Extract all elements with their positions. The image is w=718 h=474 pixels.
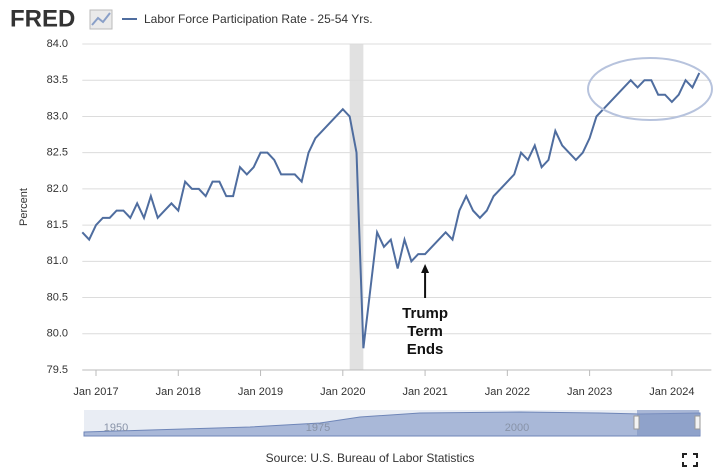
annotation-text: Trump [402, 305, 448, 322]
y-tick-label: 83.5 [47, 74, 68, 86]
y-tick-label: 84.0 [47, 38, 68, 50]
logo: FRED [10, 5, 75, 32]
y-tick-label: 81.0 [47, 255, 68, 267]
y-tick-label: 83.0 [47, 110, 68, 122]
annotation-text: Term [407, 323, 443, 340]
annotation-arrowhead [421, 264, 430, 273]
x-tick-label: Jan 2023 [567, 386, 612, 398]
recession-band [349, 44, 364, 370]
y-tick-label: 82.0 [47, 183, 68, 195]
annotation-text: Ends [407, 341, 444, 358]
x-tick-label: Jan 2019 [238, 386, 283, 398]
x-tick-label: Jan 2024 [649, 386, 694, 398]
data-line [81, 72, 701, 349]
logo-icon [89, 9, 113, 30]
fullscreen-icon[interactable] [682, 453, 698, 467]
navigator-label: 2000 [505, 422, 529, 434]
x-tick-label: Jan 2021 [402, 386, 447, 398]
y-tick-label: 80.0 [47, 328, 68, 340]
highlight-ellipse [587, 57, 713, 121]
x-tick-label: Jan 2018 [156, 386, 201, 398]
x-tick-label: Jan 2017 [73, 386, 118, 398]
source: Source: U.S. Bureau of Labor Statistics [266, 451, 475, 465]
y-tick-label: 81.5 [47, 219, 68, 231]
y-axis-label: Percent [18, 188, 30, 226]
navigator [83, 410, 701, 437]
y-tick-label: 80.5 [47, 291, 68, 303]
x-tick-label: Jan 2020 [320, 386, 365, 398]
y-tick-label: 82.5 [47, 147, 68, 159]
x-tick-label: Jan 2022 [485, 386, 530, 398]
legend-label: Labor Force Participation Rate - 25-54 Y… [144, 12, 373, 26]
navigator-label: 1975 [306, 422, 330, 434]
navigator-label: 1950 [104, 422, 128, 434]
y-tick-label: 79.5 [47, 364, 68, 376]
